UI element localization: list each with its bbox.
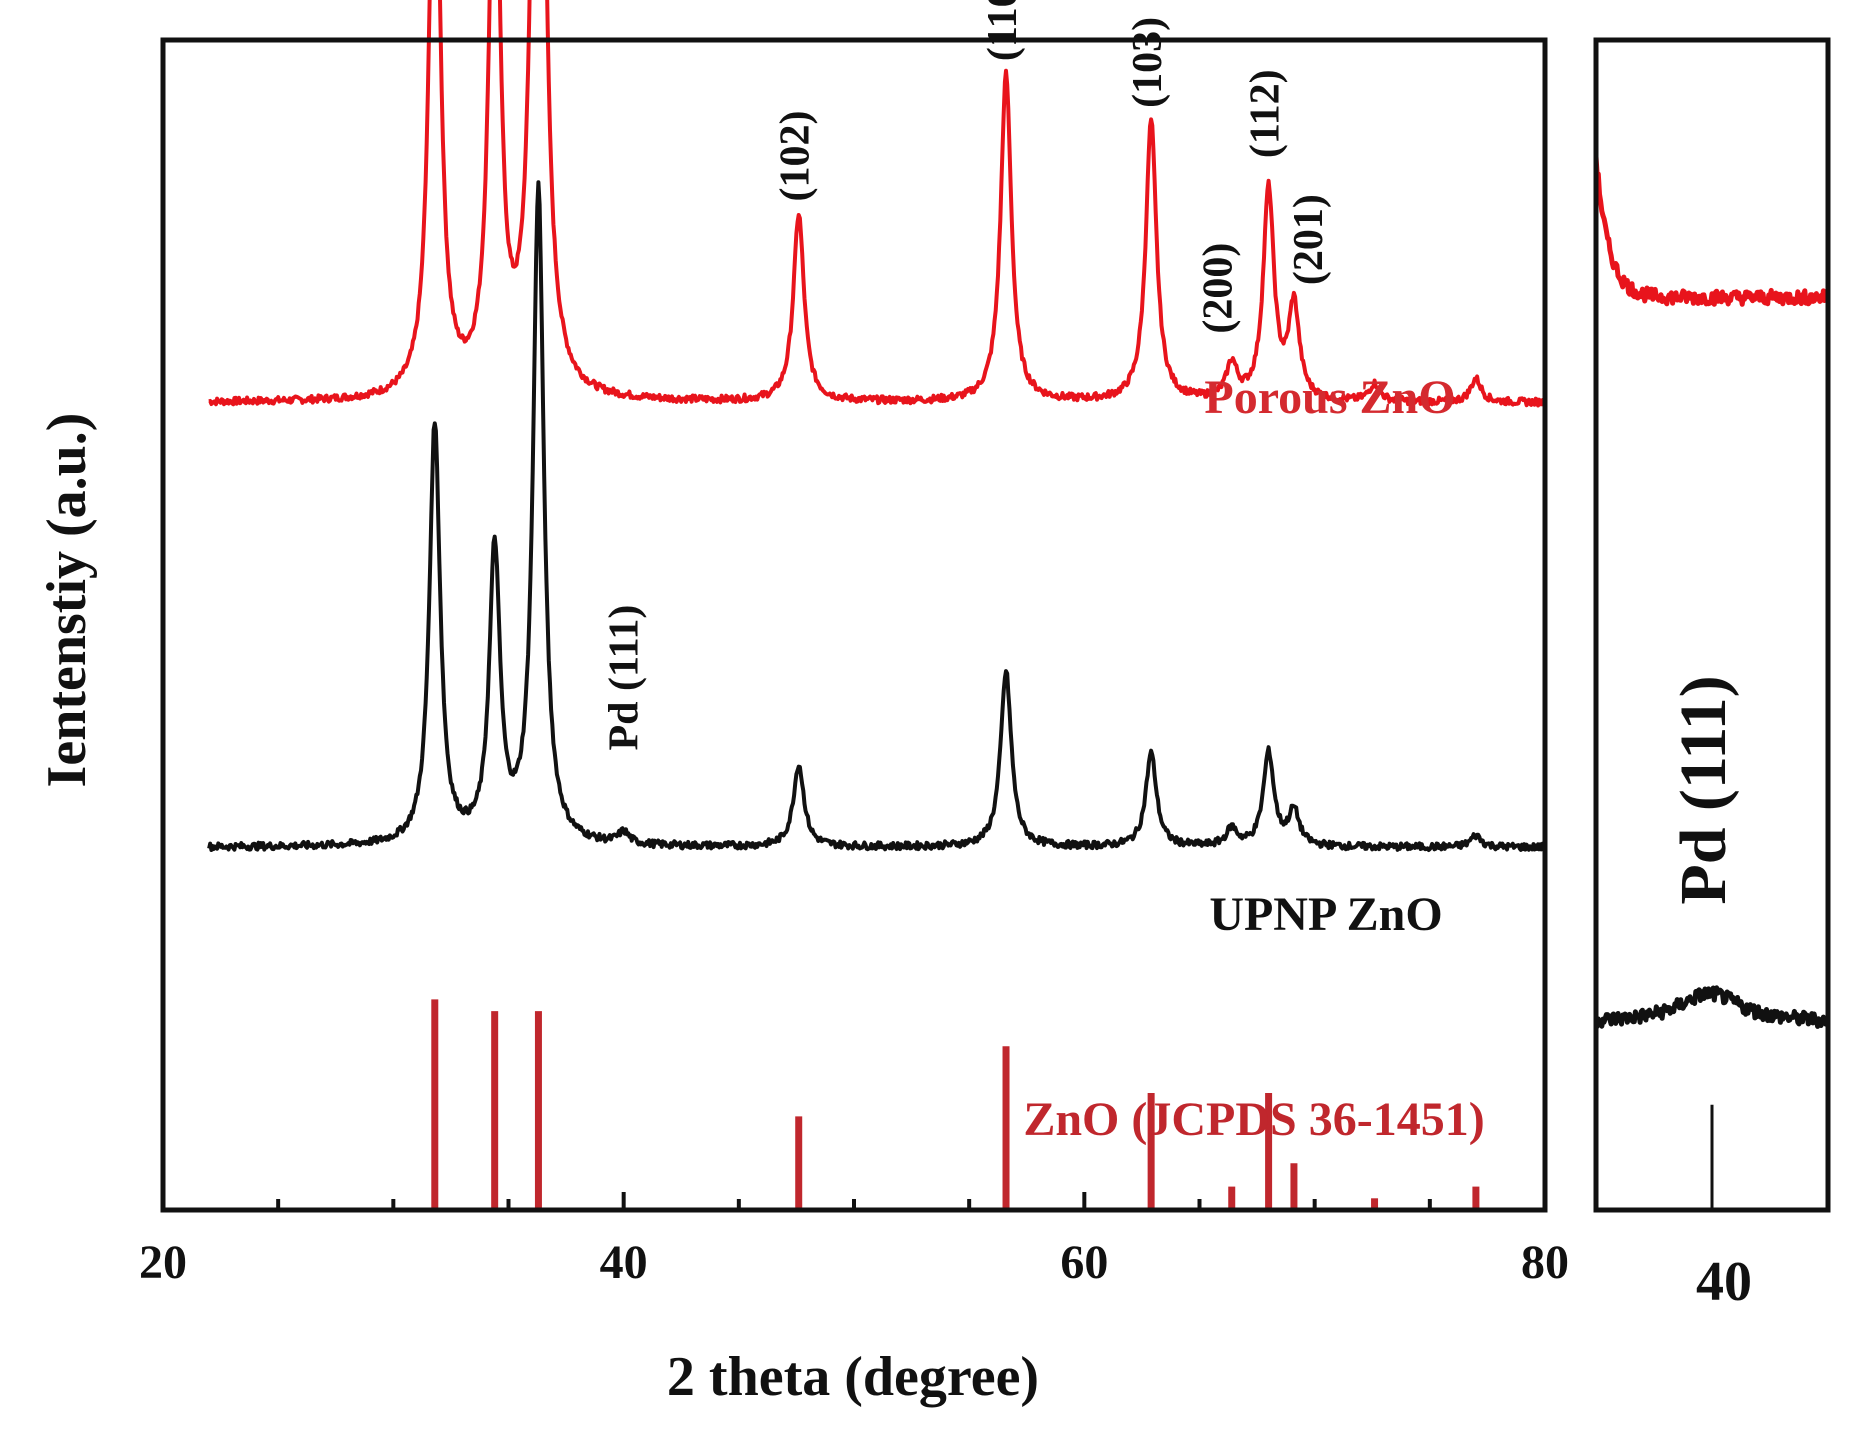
x-tick-label-40: 40 xyxy=(600,1236,648,1289)
inset-plot-frame xyxy=(1593,37,1831,1213)
inset-x-axis: 40 xyxy=(1696,1251,1752,1313)
inset-x-tick-label-40: 40 xyxy=(1696,1251,1752,1313)
peak-label-201: (201) xyxy=(1286,194,1332,285)
peak-label-110: (110) xyxy=(980,0,1026,61)
inset-series-line-upnp-zno xyxy=(1593,985,1831,1029)
series-label-porous-zno: Porous ZnO xyxy=(1204,371,1455,424)
series-label-upnp-zno: UPNP ZnO xyxy=(1209,888,1442,941)
main-series-curves xyxy=(207,0,1546,852)
x-tick-label-20: 20 xyxy=(139,1236,187,1289)
series-line-upnp-zno xyxy=(207,180,1546,852)
peak-label-pd-111: Pd (111) xyxy=(602,605,648,751)
main-x-axis: 20 40 60 80 xyxy=(139,1192,1569,1289)
inset-chart-panel: 40 Pd (111) xyxy=(1593,37,1831,1313)
peak-label-200: (200) xyxy=(1196,243,1242,334)
main-peak-labels: (100)(002)(101)(102)(110)(103)(200)(112)… xyxy=(602,0,1332,751)
reference-label: ZnO (JCPDS 36-1451) xyxy=(1023,1093,1484,1146)
peak-label-103: (103) xyxy=(1125,17,1171,108)
inset-annotation-pd-111: Pd (111) xyxy=(1667,675,1740,904)
x-tick-label-80: 80 xyxy=(1521,1236,1569,1289)
y-axis-title: Ientenstiy (a.u.) xyxy=(36,413,98,788)
x-axis-title: 2 theta (degree) xyxy=(667,1346,1039,1408)
reference-stick-pattern xyxy=(431,999,1480,1210)
x-tick-label-60: 60 xyxy=(1060,1236,1108,1289)
inset-series-curves xyxy=(1593,156,1831,1210)
inset-series-line-porous-zno xyxy=(1593,156,1831,307)
series-line-porous-zno xyxy=(208,0,1546,408)
peak-label-102: (102) xyxy=(773,111,819,202)
peak-label-112: (112) xyxy=(1243,69,1289,158)
